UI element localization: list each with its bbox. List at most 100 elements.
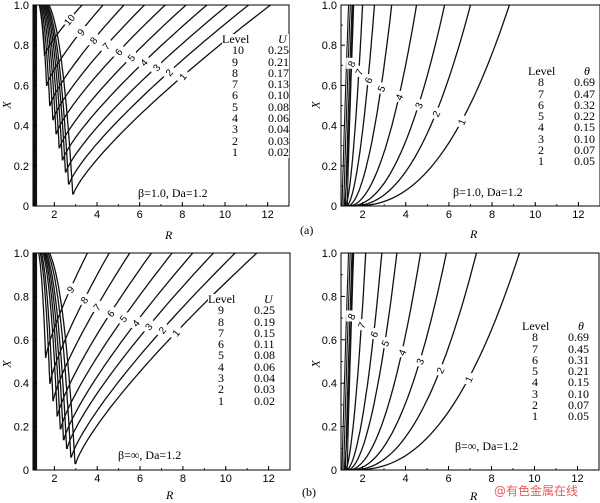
contour-label-7: 7: [357, 321, 370, 331]
contour-line-2: [47, 253, 237, 458]
contour-label-bg: [353, 65, 364, 77]
y-tick-label: 0.6: [322, 335, 337, 347]
contour-label-bg: [64, 13, 75, 25]
contour-label-bg: [379, 337, 390, 349]
contour-line-5: [43, 253, 173, 430]
contour-label-4: 4: [131, 318, 143, 330]
contour-label-1: 1: [456, 117, 469, 127]
x-tick-label: 6: [137, 209, 143, 221]
legend-value: 0.10: [568, 386, 589, 401]
wall-contour-line: [346, 253, 355, 470]
contour-label-8: 8: [88, 35, 100, 47]
legend-value: 0.15: [254, 325, 275, 340]
contour-label-bg: [138, 56, 149, 68]
contour-label-7: 7: [92, 302, 104, 314]
contour-label-bg: [363, 74, 374, 86]
legend-row: 6 0.31: [522, 354, 589, 366]
legend-row: 5 0.22: [528, 109, 595, 124]
legend-row: 4 0.06: [208, 361, 275, 373]
legend-value: 0.69: [574, 75, 595, 90]
legend-value: 0.11: [254, 337, 275, 352]
legend-row: 8 0.17: [222, 67, 289, 79]
x-tick-label: 8: [179, 209, 185, 221]
contour-line-3: [349, 5, 446, 206]
legend-value: 0.04: [268, 122, 289, 137]
contour-label-8: 8: [346, 59, 359, 69]
legend-row: 6 0.11: [208, 337, 275, 352]
contour-label-3: 3: [415, 357, 428, 367]
y-tick-label: 0.8: [322, 291, 337, 303]
contour-label-6: 6: [369, 329, 382, 339]
contour-label-2: 2: [435, 366, 448, 376]
legend-value: 0.19: [254, 314, 275, 329]
y-tick-label: 1.0: [322, 0, 337, 12]
contour-label-bg: [413, 99, 424, 111]
y-tick-label: 0.2: [14, 422, 29, 434]
legend-row: 5 0.08: [208, 349, 275, 361]
contour-label-bg: [393, 90, 404, 102]
figure-tag-a: (a): [300, 223, 314, 237]
contour-label-2: 2: [164, 67, 176, 79]
contour-line-5: [43, 5, 188, 149]
y-axis-label: X: [308, 101, 323, 109]
legend-level: 10: [232, 43, 244, 58]
contour-label-bg: [346, 57, 357, 69]
legend-level: 9: [232, 54, 238, 69]
contour-label-6: 6: [114, 47, 126, 59]
contour-line-6: [346, 253, 383, 470]
x-tick-label: 8: [489, 209, 495, 221]
legend-value: 0.07: [568, 398, 589, 413]
legend-row: 3 0.04: [222, 122, 289, 137]
legend-row: 1 0.05: [522, 409, 589, 424]
contour-line-9: [38, 253, 89, 358]
legend-level: 5: [538, 109, 544, 124]
y-tick-label: 0: [331, 465, 337, 477]
y-tick-label: 0.2: [14, 161, 29, 173]
contour-label-9: 9: [76, 27, 88, 39]
contour-label-7: 7: [101, 41, 113, 53]
legend-level: 1: [232, 144, 238, 159]
contour-line-6: [42, 5, 167, 135]
contour-line-4: [348, 253, 422, 470]
legend-row: 2 0.03: [208, 383, 275, 395]
legend-level: 2: [532, 398, 538, 413]
x-tick-label: 10: [220, 473, 232, 485]
legend-value: 0.21: [568, 364, 589, 379]
y-tick-label: 0.4: [322, 378, 337, 390]
legend-value: 0.05: [568, 409, 589, 424]
legend-row: 3 0.04: [208, 371, 275, 386]
contour-label-bg: [143, 320, 154, 332]
y-tick-label: 1.0: [14, 0, 29, 12]
contour-line-1: [48, 5, 272, 195]
x-tick-label: 10: [219, 209, 231, 221]
legend-value: 0.06: [268, 111, 289, 126]
contour-label-1: 1: [464, 374, 477, 384]
contour-line-8: [39, 253, 110, 384]
legend-header-variable: U: [278, 32, 287, 46]
y-axis-label: X: [0, 360, 14, 368]
contour-label-bg: [118, 312, 129, 324]
contour-label-8: 8: [346, 312, 359, 322]
legend-level: 4: [538, 120, 544, 135]
panel-caption: β=1.0, Da=1.2: [138, 186, 208, 200]
legend-row: 2 0.07: [522, 398, 589, 413]
contour-line-4: [44, 253, 194, 441]
y-tick-label: 0.8: [14, 40, 29, 52]
legend-value: 0.08: [268, 99, 289, 114]
x-tick-label: 12: [262, 209, 274, 221]
contour-line-3: [45, 5, 229, 173]
contour-line-9: [39, 5, 104, 87]
legend-value: 0.04: [254, 371, 275, 386]
legend-row: 5 0.08: [222, 99, 289, 114]
legend-value: 0.07: [574, 143, 595, 158]
contour-line-7: [344, 5, 364, 206]
legend-row: 7 0.45: [522, 342, 589, 355]
legend-value: 0.10: [574, 131, 595, 146]
contour-label-bg: [414, 355, 425, 367]
contour-line-5: [347, 5, 393, 206]
y-axis-label: X: [0, 101, 14, 109]
contour-line-3: [45, 253, 215, 449]
